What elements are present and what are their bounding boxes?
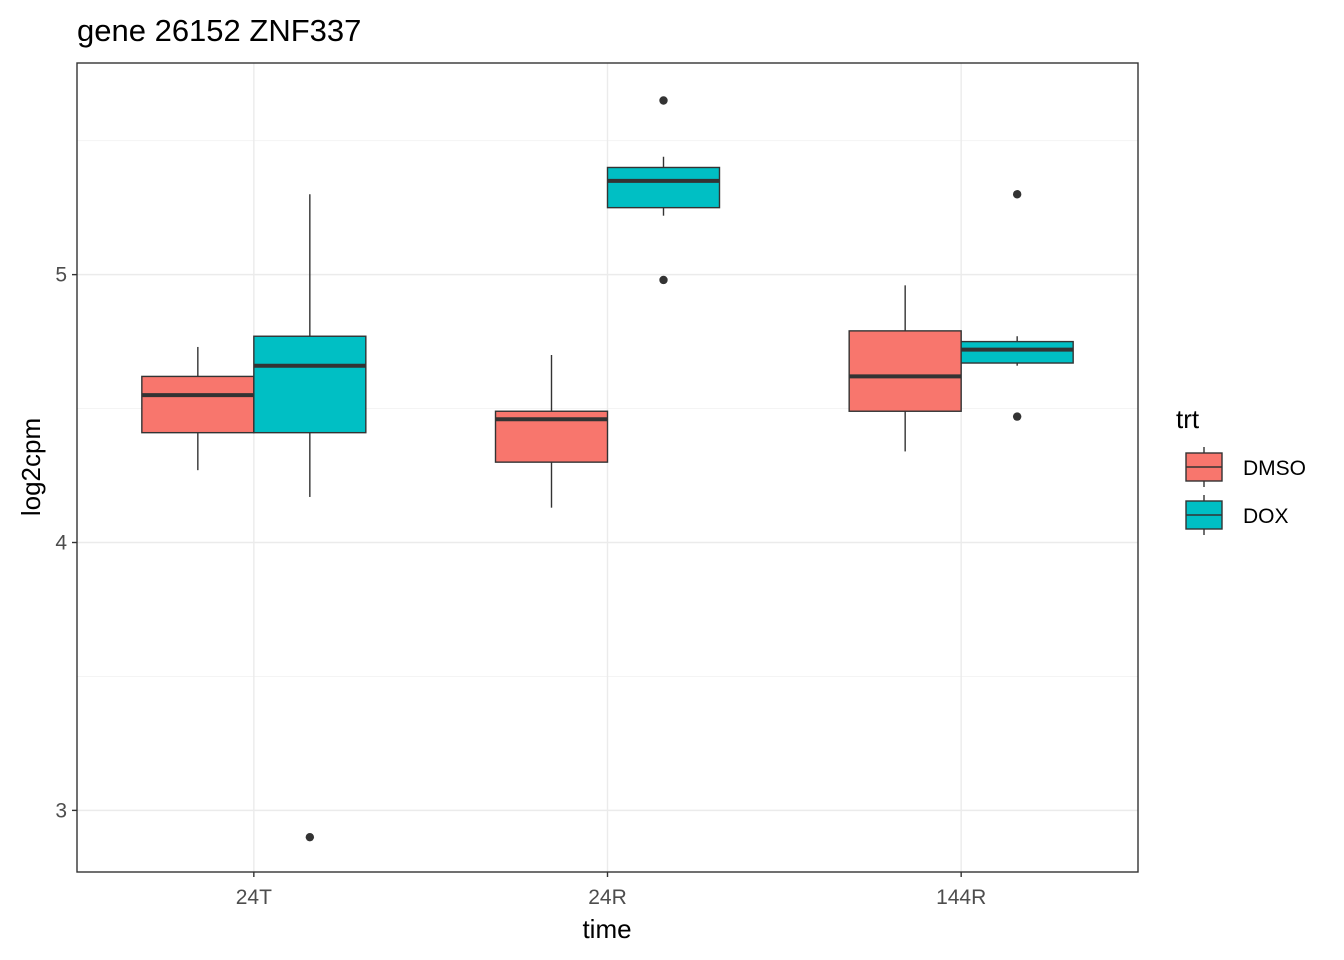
chart-title: gene 26152 ZNF337 bbox=[77, 13, 361, 48]
box-body bbox=[141, 375, 255, 434]
box-body bbox=[606, 166, 721, 209]
outlier-point bbox=[659, 275, 668, 285]
box-body bbox=[848, 330, 962, 412]
y-tick-label: 5 bbox=[55, 264, 67, 287]
outlier-point bbox=[659, 96, 668, 105]
outlier-point bbox=[305, 832, 315, 842]
legend-label: DMSO bbox=[1243, 457, 1306, 480]
y-tick-label: 3 bbox=[55, 799, 67, 822]
box-body bbox=[960, 340, 1074, 364]
x-tick-label: 24T bbox=[236, 886, 272, 909]
box-layer bbox=[141, 96, 1074, 842]
legend-item-dox: DOX bbox=[1185, 495, 1289, 535]
box-dox-144r bbox=[960, 190, 1074, 421]
legend-label: DOX bbox=[1243, 505, 1289, 528]
legend-title: trt bbox=[1176, 404, 1200, 434]
x-axis-title: time bbox=[582, 914, 631, 944]
legend-item-dmso: DMSO bbox=[1185, 447, 1306, 487]
box-dox-24t bbox=[253, 194, 367, 842]
outlier-point bbox=[1012, 190, 1022, 199]
x-tick-label: 144R bbox=[936, 886, 986, 909]
outlier-point bbox=[1012, 412, 1022, 421]
x-tick-label: 24R bbox=[588, 886, 627, 909]
box-dmso-24r bbox=[494, 354, 609, 508]
box-dmso-144r bbox=[848, 285, 962, 452]
y-axis-title: log2cpm bbox=[16, 418, 46, 516]
y-tick-label: 4 bbox=[55, 532, 67, 555]
box-body bbox=[253, 335, 367, 434]
axis-layer: 3 4 5 24T 24R 144R bbox=[55, 264, 986, 909]
box-dox-24r bbox=[606, 96, 721, 285]
legend: trt DMSO DOX bbox=[1176, 404, 1306, 535]
